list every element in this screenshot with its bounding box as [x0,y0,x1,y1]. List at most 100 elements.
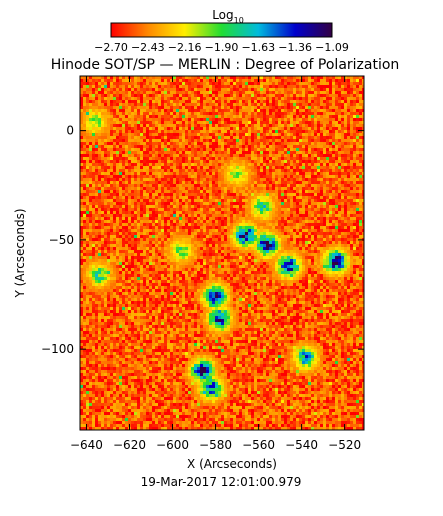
map-pixel [272,130,275,133]
map-pixel [185,199,188,202]
map-pixel [98,79,101,82]
map-pixel [95,79,98,82]
map-pixel [323,187,326,190]
map-pixel [89,211,92,214]
map-pixel [224,109,227,112]
map-pixel [356,190,359,193]
map-pixel [218,100,221,103]
map-pixel [320,142,323,145]
map-pixel [95,142,98,145]
map-pixel [353,181,356,184]
map-pixel [311,112,314,115]
map-pixel [191,79,194,82]
map-pixel [281,82,284,85]
map-pixel [182,178,185,181]
map-pixel [128,178,131,181]
map-pixel [107,142,110,145]
map-pixel [197,79,200,82]
map-pixel [206,118,209,121]
map-pixel [212,133,215,136]
map-pixel [215,142,218,145]
map-pixel [230,223,233,226]
map-pixel [257,211,260,214]
map-pixel [245,142,248,145]
map-pixel [338,175,341,178]
map-pixel [146,223,149,226]
map-pixel [140,112,143,115]
map-pixel [329,214,332,217]
map-pixel [314,178,317,181]
map-pixel [299,160,302,163]
map-pixel [185,217,188,220]
map-pixel [182,157,185,160]
map-pixel [101,94,104,97]
map-pixel [161,178,164,181]
map-pixel [197,181,200,184]
map-pixel [257,187,260,190]
map-pixel [284,133,287,136]
map-pixel [275,211,278,214]
map-pixel [224,82,227,85]
map-pixel [254,127,257,130]
map-pixel [266,157,269,160]
map-pixel [149,145,152,148]
map-pixel [236,118,239,121]
map-pixel [212,91,215,94]
map-pixel [242,82,245,85]
map-pixel [266,199,269,202]
map-pixel [284,91,287,94]
map-pixel [260,214,263,217]
map-pixel [197,154,200,157]
map-pixel [332,220,335,223]
map-pixel [341,109,344,112]
map-pixel [332,112,335,115]
map-pixel [125,97,128,100]
map-pixel [314,184,317,187]
map-pixel [95,115,98,118]
map-pixel [212,154,215,157]
map-pixel [344,208,347,211]
map-pixel [266,97,269,100]
map-pixel [239,151,242,154]
map-pixel [92,115,95,118]
map-pixel [128,217,131,220]
map-pixel [176,82,179,85]
map-pixel [143,97,146,100]
map-pixel [335,142,338,145]
map-pixel [212,82,215,85]
map-pixel [284,205,287,208]
map-pixel [206,133,209,136]
map-pixel [167,193,170,196]
map-pixel [317,211,320,214]
map-pixel [209,100,212,103]
map-pixel [143,199,146,202]
map-pixel [221,208,224,211]
map-pixel [338,91,341,94]
map-pixel [191,202,194,205]
map-pixel [122,217,125,220]
map-pixel [173,121,176,124]
map-pixel [167,232,170,235]
map-pixel [164,220,167,223]
map-pixel [146,166,149,169]
map-pixel [152,211,155,214]
map-pixel [329,217,332,220]
map-pixel [347,121,350,124]
map-pixel [167,115,170,118]
map-pixel [353,178,356,181]
map-pixel [161,181,164,184]
map-pixel [173,145,176,148]
map-pixel [212,232,215,235]
map-pixel [143,142,146,145]
map-pixel [299,142,302,145]
map-pixel [170,184,173,187]
map-pixel [185,196,188,199]
map-pixel [359,199,362,202]
map-pixel [164,214,167,217]
map-pixel [143,190,146,193]
map-pixel [329,190,332,193]
map-pixel [152,118,155,121]
map-pixel [239,229,242,232]
map-pixel [269,187,272,190]
map-pixel [107,157,110,160]
